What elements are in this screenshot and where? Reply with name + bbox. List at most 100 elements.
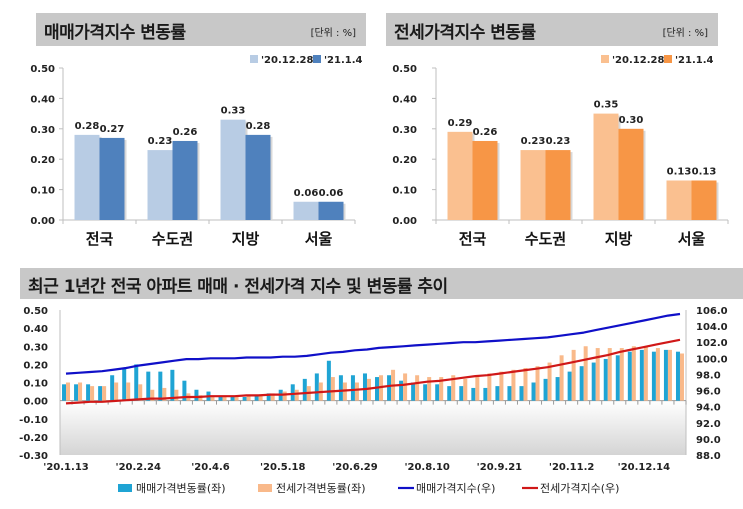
sale-rate-bar	[471, 387, 476, 401]
jeonse-panel-header: 전세가격지수 변동률 [단위 : %]	[386, 13, 718, 46]
jeonse-panel-unit: [단위 : %]	[662, 28, 708, 39]
sale-rate-bar	[627, 351, 632, 401]
sale-rate-bar	[423, 384, 428, 401]
sale-rate-bar	[495, 386, 500, 401]
jeonse-rate-bar	[330, 377, 335, 401]
sale-rate-bar	[615, 355, 620, 401]
sale-legend-swatch	[313, 55, 321, 63]
sale-bar-value-label: 0.33	[221, 106, 246, 117]
jeonse-rate-bar	[475, 377, 480, 401]
jeonse-legend-label: '21.1.4	[675, 55, 714, 66]
trend-x-tick-label: '20.2.24	[116, 462, 161, 473]
trend-right-tick-label: 94.0	[696, 403, 721, 414]
jeonse-rate-bar	[595, 348, 600, 401]
negative-area-background	[60, 400, 686, 455]
sale-rate-bar	[254, 395, 259, 401]
jeonse-rate-bar	[282, 391, 287, 401]
sale-bar	[318, 201, 344, 220]
jeonse-bar-value-label: 0.13	[692, 166, 717, 177]
jeonse-rate-bar	[523, 368, 528, 401]
sale-rate-bar	[338, 375, 343, 401]
legend-jeonse-rate-swatch	[258, 484, 272, 492]
sale-category-label: 전국	[86, 230, 114, 248]
jeonse-y-tick-label: 0.40	[392, 94, 417, 105]
jeonse-bar-value-label: 0.29	[448, 118, 473, 129]
jeonse-category-label: 서울	[678, 230, 706, 248]
sale-rate-bar	[326, 360, 331, 401]
jeonse-rate-bar	[354, 382, 359, 401]
sale-rate-bar	[230, 397, 235, 401]
sale-bar-value-label: 0.28	[246, 121, 271, 132]
sale-rate-bar	[543, 378, 548, 401]
jeonse-rate-bar	[583, 346, 588, 401]
jeonse-legend-swatch	[601, 55, 609, 63]
sale-rate-bar	[567, 371, 572, 401]
sale-bar	[220, 119, 246, 220]
jeonse-y-tick-label: 0.00	[392, 216, 417, 227]
sale-bar-value-label: 0.06	[294, 188, 319, 199]
sale-category-label: 수도권	[152, 230, 193, 248]
jeonse-rate-bar	[138, 384, 143, 401]
trend-x-tick-label: '20.9.21	[477, 462, 522, 473]
sale-legend-label: '21.1.4	[324, 55, 363, 66]
sale-rate-bar	[639, 349, 644, 401]
jeonse-rate-bar	[559, 355, 564, 401]
jeonse-rate-bar	[126, 382, 131, 401]
legend-sale-rate-swatch	[118, 484, 132, 492]
jeonse-rate-bar	[631, 346, 636, 401]
sale-rate-bar	[603, 358, 608, 401]
trend-x-tick-label: '20.5.18	[260, 462, 305, 473]
jeonse-change-bar-chart: 0.00 0.10 0.20 0.30 0.40 0.50 전국 0.290.26 수도권 0.2…	[392, 55, 729, 248]
trend-panel-header: 최근 1년간 전국 아파트 매매 · 전세가격 지수 및 변동률 추이	[20, 268, 743, 299]
sale-rate-bar	[435, 384, 440, 401]
legend-jeonse-index-label: 전세가격지수(우)	[540, 482, 619, 495]
sale-bar	[99, 137, 125, 220]
sale-bar-value-label: 0.28	[75, 121, 100, 132]
trend-right-tick-label: 88.0	[696, 451, 721, 462]
jeonse-rate-bar	[427, 377, 432, 401]
trend-left-tick-label: 0.40	[23, 324, 48, 335]
sale-bar-value-label: 0.06	[319, 188, 344, 199]
trend-right-tick-label: 92.0	[696, 419, 721, 430]
sale-bar	[172, 140, 198, 220]
sale-category-label: 지방	[232, 230, 260, 248]
sale-panel-header: 매매가격지수 변동률 [단위 : %]	[36, 13, 366, 46]
sale-category-label: 서울	[305, 230, 333, 248]
sale-bar	[245, 134, 271, 220]
sale-rate-bar	[350, 375, 355, 401]
trend-right-tick-label: 102.0	[696, 338, 728, 349]
sale-bar-value-label: 0.26	[173, 127, 198, 138]
jeonse-rate-bar	[234, 397, 239, 401]
jeonse-bar-value-label: 0.35	[594, 100, 619, 111]
jeonse-bar-value-label: 0.23	[546, 136, 571, 147]
jeonse-rate-bar	[162, 387, 167, 401]
jeonse-rate-bar	[619, 348, 624, 401]
jeonse-rate-bar	[511, 369, 516, 401]
sale-panel-title: 매매가격지수 변동률	[44, 23, 186, 43]
sale-y-tick-label: 0.20	[30, 155, 55, 166]
sale-rate-bar	[302, 378, 307, 401]
jeonse-rate-bar	[90, 386, 95, 401]
trend-left-tick-label: -0.20	[19, 433, 48, 444]
sale-rate-bar	[194, 389, 199, 401]
sale-rate-bar	[459, 386, 464, 401]
sale-rate-bar	[387, 375, 392, 401]
sale-rate-bar	[579, 366, 584, 401]
jeonse-bar	[618, 128, 644, 220]
sale-rate-bar	[375, 377, 380, 401]
jeonse-rate-bar	[667, 349, 672, 401]
jeonse-rate-bar	[679, 353, 684, 401]
sale-legend-swatch	[250, 55, 258, 63]
trend-x-tick-label: '20.1.13	[43, 462, 88, 473]
sale-rate-bar	[86, 384, 91, 401]
sale-legend-label: '20.12.28	[261, 55, 313, 66]
trend-right-tick-label: 100.0	[696, 354, 728, 365]
sale-rate-bar	[519, 386, 524, 401]
jeonse-bar	[593, 113, 619, 220]
trend-left-tick-label: 0.00	[23, 397, 48, 408]
jeonse-bar	[472, 140, 498, 220]
sale-bar-value-label: 0.27	[100, 124, 125, 135]
trend-x-tick-label: '20.4.6	[191, 462, 230, 473]
jeonse-y-tick-label: 0.20	[392, 155, 417, 166]
